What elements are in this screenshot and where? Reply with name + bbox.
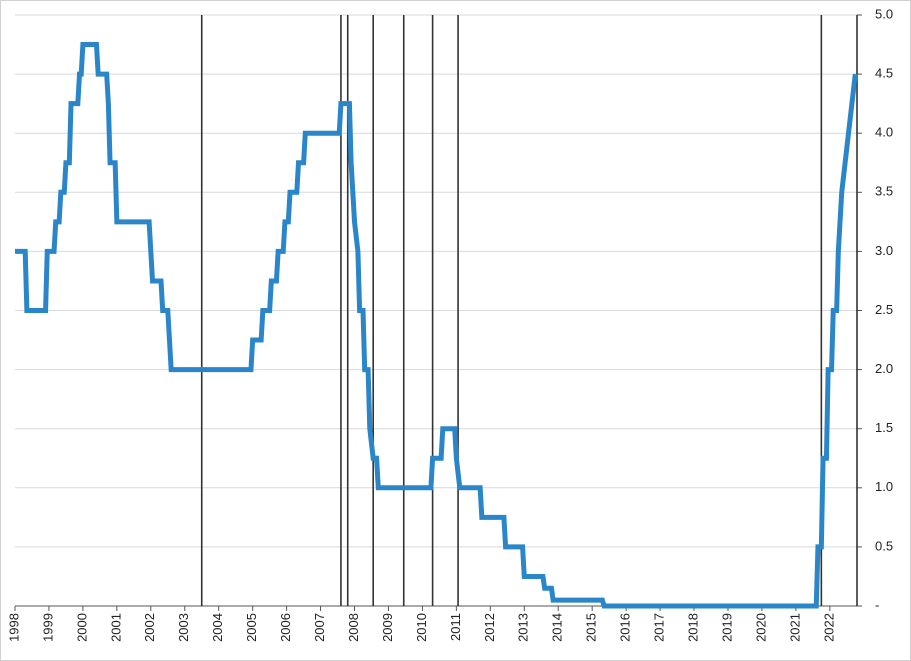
y-tick-label: - <box>875 597 879 612</box>
x-tick-label: 1999 <box>40 613 55 642</box>
x-tick-label: 2017 <box>652 613 667 642</box>
x-tick-label: 2022 <box>821 613 836 642</box>
y-tick-label: 1.5 <box>875 420 893 435</box>
x-tick-label: 2020 <box>753 613 768 642</box>
y-tick-label: 2.0 <box>875 361 893 376</box>
x-tick-label: 2015 <box>584 613 599 642</box>
y-tick-label: 2.5 <box>875 302 893 317</box>
x-tick-label: 2013 <box>516 613 531 642</box>
y-tick-label: 4.0 <box>875 125 893 140</box>
x-tick-label: 2011 <box>448 613 463 641</box>
x-tick-label: 2019 <box>719 613 734 642</box>
y-tick-label: 4.5 <box>875 66 893 81</box>
y-tick-label: 3.0 <box>875 243 893 258</box>
x-tick-label: 2016 <box>618 613 633 642</box>
x-tick-label: 2021 <box>787 613 802 642</box>
x-tick-label: 1998 <box>6 613 21 642</box>
x-tick-label: 2003 <box>176 613 191 642</box>
x-tick-label: 2018 <box>685 613 700 642</box>
x-tick-label: 2014 <box>550 613 565 642</box>
x-tick-label: 2002 <box>142 613 157 642</box>
x-tick-label: 2012 <box>482 613 497 642</box>
y-tick-label: 3.5 <box>875 184 893 199</box>
x-tick-label: 2005 <box>244 613 259 642</box>
x-tick-label: 2009 <box>380 613 395 642</box>
y-tick-label: 5.0 <box>875 6 893 21</box>
data-line <box>15 42 858 609</box>
y-tick-label: 1.0 <box>875 479 893 494</box>
x-tick-label: 2007 <box>312 613 327 642</box>
x-tick-label: 2006 <box>278 613 293 642</box>
y-tick-label: 0.5 <box>875 538 893 553</box>
x-tick-label: 2010 <box>414 613 429 642</box>
x-tick-label: 2001 <box>108 613 123 642</box>
x-tick-label: 2008 <box>346 613 361 642</box>
x-tick-label: 2000 <box>74 613 89 642</box>
x-tick-label: 2004 <box>210 613 225 642</box>
